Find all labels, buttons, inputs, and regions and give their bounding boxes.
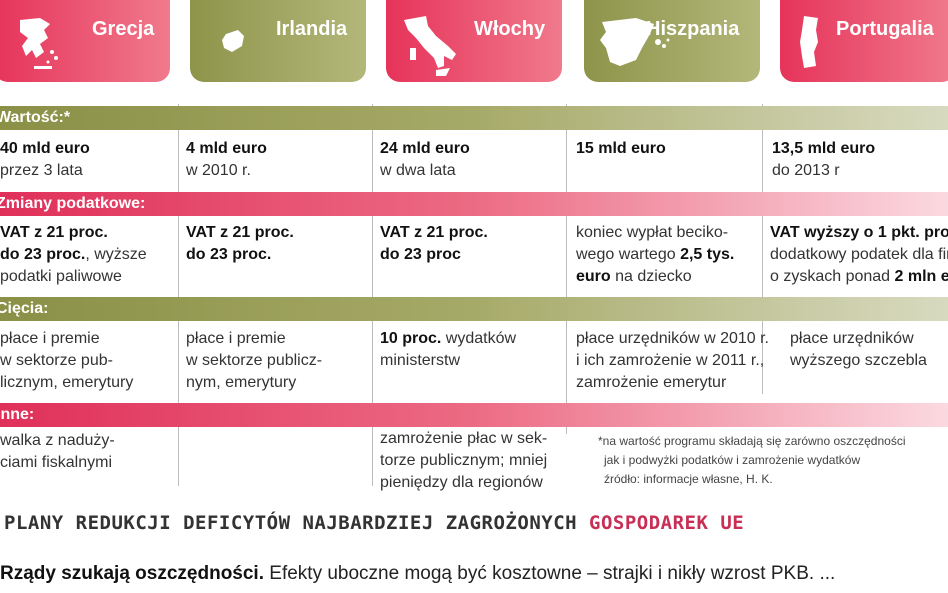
- footnote: *na wartość programu składają się zarówn…: [598, 432, 948, 489]
- text: wyższego szczebla: [790, 352, 927, 369]
- section-band-wartosc: Wartość:*: [0, 106, 948, 130]
- footnote-line: jak i podwyżki podatków i zamrożenie wyd…: [604, 453, 861, 467]
- text: podatki paliwowe: [0, 268, 122, 285]
- text: zamrożenie emerytur: [576, 374, 727, 391]
- section-label: Inne:: [0, 406, 35, 423]
- headline-main: PLANY REDUKCJI DEFICYTÓW NAJBARDZIEJ ZAG…: [4, 512, 590, 534]
- text: zamrożenie płac w sek-: [380, 430, 548, 447]
- value: 15 mld euro: [576, 140, 666, 157]
- country-name: Irlandia: [276, 18, 348, 40]
- ciecia-portugalia: płace urzędników wyższego szczebla: [790, 328, 927, 372]
- wartosc-wlochy: 24 mld euro w dwa lata: [380, 138, 470, 182]
- text-bold: do 23 proc.: [0, 246, 86, 263]
- text-bold: VAT z 21 proc.: [380, 224, 488, 241]
- section-label: Wartość:*: [0, 109, 71, 126]
- wartosc-grecja: 40 mld euro przez 3 lata: [0, 138, 90, 182]
- text: ciami fiskalnymi: [0, 454, 113, 471]
- lead-rest: Efekty uboczne mogą być kosztowne – stra…: [264, 563, 836, 584]
- text: i ich zamrożenie w 2011 r.,: [576, 352, 765, 369]
- section-band-ciecia: Cięcia:: [0, 297, 948, 321]
- italy-map-icon: [404, 16, 456, 76]
- text-bold: 2 mln euro: [894, 268, 948, 285]
- text: wydatków: [441, 330, 517, 347]
- text-bold: do 23 proc.: [186, 246, 272, 263]
- text: koniec wypłat becikо-: [576, 224, 729, 241]
- text: walka z nadużу-: [0, 432, 115, 449]
- text: płace urzędników: [790, 330, 914, 347]
- ciecia-grecja: płace i premie w sektorze pub- licznym, …: [0, 328, 133, 394]
- tab-wlochy: Włochy: [386, 0, 562, 82]
- text-bold: 10 proc.: [380, 330, 442, 347]
- zmiany-irlandia: VAT z 21 proc. do 23 proc.: [186, 222, 294, 266]
- text: płace urzędników w 2010 r.: [576, 330, 769, 347]
- zmiany-portugalia: VAT wyższy o 1 pkt. proc. dodatkowy poda…: [770, 222, 948, 288]
- section-band-zmiany: Zmiany podatkowe:: [0, 192, 948, 216]
- headline-accent: GOSPODAREK UE: [589, 512, 745, 534]
- zmiany-hiszpania: koniec wypłat becikо- wego wartego 2,5 t…: [576, 222, 734, 288]
- ireland-map-icon: [222, 30, 244, 52]
- country-name: Grecja: [92, 18, 155, 40]
- text: płace i premie: [0, 330, 100, 347]
- text-bold: euro: [576, 268, 611, 285]
- tab-irlandia: Irlandia: [190, 0, 366, 82]
- inne-grecja: walka z nadużу- ciami fiskalnymi: [0, 430, 115, 474]
- country-name: Portugalia: [836, 18, 934, 40]
- wartosc-portugalia: 13,5 mld euro do 2013 r: [772, 138, 875, 182]
- zmiany-wlochy: VAT z 21 proc. do 23 proc: [380, 222, 488, 266]
- text: dodatkowy podatek dla firm: [770, 246, 948, 263]
- text: w sektorze pub-: [0, 352, 113, 369]
- text: licznym, emerytury: [0, 374, 134, 391]
- text-bold: VAT wyższy o 1 pkt. proc.: [770, 224, 948, 241]
- text: w sektorze publicz-: [186, 352, 323, 369]
- wartosc-hiszpania: 15 mld euro: [576, 138, 666, 160]
- text: torze publicznym; mniej: [380, 452, 548, 469]
- footnote-line: *na wartość programu składają się zarówn…: [598, 434, 906, 448]
- value: 13,5 mld euro: [772, 140, 876, 157]
- lead-bold: Rządy szukają oszczędności.: [0, 563, 264, 584]
- text: płace i premie: [186, 330, 286, 347]
- tab-hiszpania: Hiszpania: [584, 0, 760, 82]
- value: 4 mld euro: [186, 140, 267, 157]
- inne-wlochy: zamrożenie płac w sek- torze publicznym;…: [380, 428, 547, 494]
- wartosc-irlandia: 4 mld euro w 2010 r.: [186, 138, 267, 182]
- text: , wyższe: [85, 246, 147, 263]
- value-note: w dwa lata: [380, 162, 456, 179]
- text-bold: 2,5 tys.: [680, 246, 735, 263]
- text: o zyskach ponad: [770, 268, 895, 285]
- column-divider: [372, 104, 373, 486]
- section-label: Cięcia:: [0, 300, 49, 317]
- tab-grecja: Grecja: [0, 0, 170, 82]
- portugal-map-icon: [800, 16, 818, 68]
- country-name: Włochy: [474, 18, 546, 40]
- text-bold: VAT z 21 proc.: [0, 224, 108, 241]
- column-divider: [762, 104, 763, 394]
- source-line: źródło: informacje własne, H. K.: [604, 472, 773, 486]
- ciecia-irlandia: płace i premie w sektorze publicz- nym, …: [186, 328, 322, 394]
- country-name: Hiszpania: [646, 18, 740, 40]
- text-bold: VAT z 21 proc.: [186, 224, 294, 241]
- zmiany-grecja: VAT z 21 proc. do 23 proc., wyższe podat…: [0, 222, 147, 288]
- section-label: Zmiany podatkowe:: [0, 195, 146, 212]
- text: ministerstw: [380, 352, 461, 369]
- lead-text: Rządy szukają oszczędności. Efekty ubocz…: [0, 563, 835, 585]
- value-note: do 2013 r: [772, 162, 840, 179]
- text: pieniędzy dla regionów: [380, 474, 543, 491]
- text-bold: do 23 proc: [380, 246, 461, 263]
- section-band-inne: Inne:: [0, 403, 948, 427]
- text: na dziecko: [610, 268, 692, 285]
- column-divider: [566, 104, 567, 434]
- value: 40 mld euro: [0, 140, 90, 157]
- text: nym, emerytury: [186, 374, 297, 391]
- value: 24 mld euro: [380, 140, 470, 157]
- value-note: w 2010 r.: [186, 162, 251, 179]
- column-divider: [178, 104, 179, 486]
- greece-map-icon: [20, 18, 58, 69]
- value-note: przez 3 lata: [0, 162, 83, 179]
- headline: PLANY REDUKCJI DEFICYTÓW NAJBARDZIEJ ZAG…: [4, 512, 744, 534]
- spain-map-icon: [600, 18, 670, 66]
- text: wego wartego: [576, 246, 681, 263]
- ciecia-wlochy: 10 proc. wydatków ministerstw: [380, 328, 516, 372]
- ciecia-hiszpania: płace urzędników w 2010 r. i ich zamroże…: [576, 328, 769, 394]
- tab-portugalia: Portugalia: [780, 0, 948, 82]
